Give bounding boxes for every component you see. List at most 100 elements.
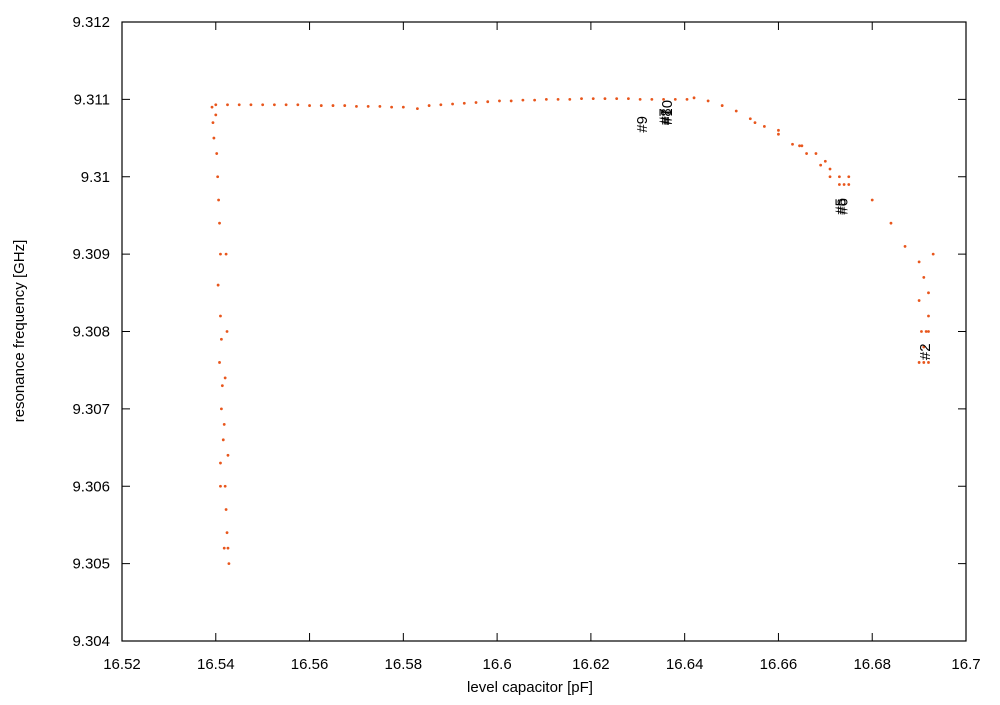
data-point — [218, 361, 221, 364]
x-tick-label: 16.6 — [483, 656, 512, 673]
data-point — [917, 299, 921, 302]
data-point — [823, 159, 827, 163]
data-point — [214, 113, 218, 117]
data-point — [378, 104, 382, 108]
data-point — [210, 105, 214, 109]
data-point — [762, 125, 766, 128]
data-point — [220, 407, 223, 411]
data-point — [226, 453, 230, 457]
data-point — [343, 104, 347, 107]
x-tick-label: 16.7 — [951, 656, 980, 673]
data-point — [924, 330, 928, 333]
data-point — [847, 175, 851, 179]
data-point — [331, 104, 335, 107]
data-point — [870, 198, 874, 202]
data-point — [215, 152, 219, 155]
data-point — [753, 121, 757, 124]
y-tick-label: 9.308 — [72, 324, 110, 341]
data-point — [627, 97, 630, 101]
x-tick-label: 16.52 — [103, 656, 141, 673]
x-tick-label: 16.54 — [197, 656, 235, 673]
data-point — [427, 104, 431, 107]
data-point — [390, 105, 394, 109]
data-point — [474, 101, 478, 104]
data-point — [211, 121, 215, 124]
data-point — [615, 97, 619, 101]
data-point — [819, 163, 823, 167]
y-tick-label: 9.311 — [74, 91, 110, 108]
data-point — [221, 438, 225, 442]
data-point — [805, 152, 808, 155]
data-point — [927, 330, 930, 333]
data-point — [748, 117, 752, 121]
data-point — [401, 105, 405, 109]
data-point — [673, 97, 677, 101]
x-tick-label: 16.68 — [853, 656, 891, 673]
data-point — [416, 107, 419, 111]
y-tick-label: 9.31 — [81, 169, 110, 186]
data-point — [219, 252, 222, 256]
data-point — [842, 183, 846, 186]
annotation: #7 — [656, 108, 673, 125]
data-point — [706, 99, 710, 103]
data-point — [927, 361, 930, 364]
x-tick-label: 16.62 — [572, 656, 610, 673]
data-point — [922, 345, 926, 349]
y-axis-label: resonance frequency [GHz] — [11, 240, 28, 423]
data-point — [591, 97, 595, 101]
data-point — [777, 128, 780, 132]
data-point — [498, 99, 501, 103]
data-point — [462, 101, 466, 105]
data-point — [917, 361, 921, 364]
annotation: #9 — [634, 116, 651, 133]
data-point — [224, 252, 228, 256]
annotation: #5 — [833, 198, 850, 215]
data-point — [237, 103, 241, 107]
data-point — [777, 132, 780, 136]
data-point — [223, 484, 227, 488]
y-tick-label: 9.306 — [72, 478, 110, 495]
data-point — [662, 97, 665, 101]
x-tick-label: 16.64 — [666, 656, 704, 673]
data-point — [814, 152, 818, 155]
y-tick-label: 9.307 — [72, 401, 110, 418]
data-point — [692, 96, 696, 100]
data-point — [216, 175, 220, 179]
x-tick-label: 16.66 — [760, 656, 798, 673]
data-point — [296, 103, 300, 107]
data-point — [308, 104, 311, 107]
data-point — [220, 384, 224, 388]
y-tick-label: 9.304 — [72, 633, 110, 650]
data-point — [216, 283, 220, 287]
data-point — [838, 183, 841, 186]
data-point — [249, 103, 253, 107]
data-point — [486, 100, 490, 104]
data-point — [218, 221, 221, 225]
data-point — [734, 109, 738, 113]
data-point — [227, 562, 231, 566]
y-tick-label: 9.312 — [72, 14, 110, 31]
x-tick-label: 16.56 — [291, 656, 329, 673]
data-point — [284, 103, 288, 107]
data-point — [225, 330, 229, 333]
data-point — [798, 144, 801, 148]
plot-frame — [121, 21, 967, 642]
data-point — [922, 361, 926, 364]
data-point — [638, 97, 642, 101]
data-point — [580, 97, 583, 101]
data-point — [451, 102, 454, 106]
data-point — [922, 275, 926, 279]
x-axis-label: level capacitor [pF] — [467, 679, 593, 696]
data-point — [927, 291, 930, 295]
data-point — [838, 175, 841, 179]
data-point — [568, 97, 572, 101]
data-point — [828, 167, 832, 171]
data-point — [533, 98, 537, 102]
data-point — [927, 314, 930, 318]
y-tick-label: 9.305 — [72, 556, 110, 573]
data-point — [791, 142, 794, 146]
annotation: #8 — [658, 108, 675, 125]
data-point — [217, 198, 220, 202]
data-point — [917, 260, 921, 264]
data-point — [219, 484, 222, 488]
